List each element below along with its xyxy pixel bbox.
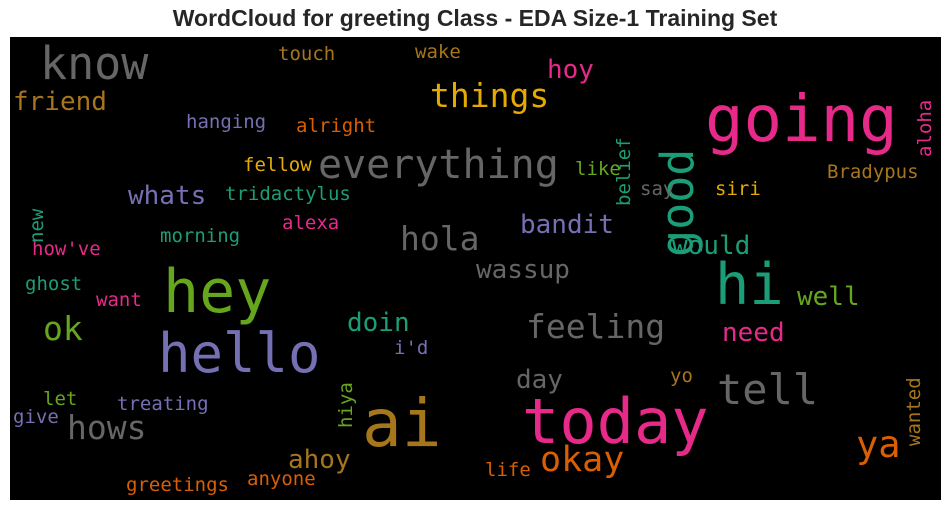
word-feeling: feeling (526, 307, 666, 346)
word-fellow: fellow (243, 154, 312, 176)
word-cloud: know going good things hoy touch wake fr… (10, 37, 941, 500)
word-today: today (522, 385, 709, 458)
word-ahoy: ahoy (288, 445, 351, 475)
word-wanted: wanted (903, 377, 925, 446)
word-hoy: hoy (547, 55, 594, 85)
word-okay: okay (540, 440, 625, 480)
word-tell: tell (717, 365, 819, 414)
word-need: need (722, 318, 785, 348)
word-say: say (640, 178, 675, 200)
word-yo: yo (670, 365, 693, 387)
word-wake: wake (415, 41, 461, 63)
word-id: i'd (394, 337, 429, 359)
word-aloha: aloha (914, 99, 936, 157)
word-would: would (672, 231, 751, 261)
word-doin: doin (347, 308, 410, 338)
word-ai: ai (362, 385, 442, 462)
word-well: well (797, 282, 860, 312)
word-bandit: bandit (520, 210, 614, 240)
word-hows: hows (67, 408, 147, 447)
word-give: give (13, 406, 59, 428)
word-tridactylus: tridactylus (225, 183, 351, 205)
word-ok: ok (43, 309, 83, 348)
word-howve: how've (32, 238, 101, 260)
word-like: like (575, 158, 621, 180)
word-alright: alright (296, 115, 377, 137)
word-hiya: hiya (335, 382, 357, 428)
word-touch: touch (278, 43, 336, 65)
word-treating: treating (117, 393, 209, 415)
word-going: going (705, 83, 898, 157)
word-anyone: anyone (247, 468, 316, 490)
word-friend: friend (13, 87, 107, 117)
word-greetings: greetings (126, 474, 229, 496)
word-things: things (430, 76, 550, 115)
word-hola: hola (400, 219, 480, 258)
word-morning: morning (160, 225, 241, 247)
word-alexa: alexa (282, 212, 340, 234)
word-everything: everything (318, 142, 559, 188)
word-know: know (40, 37, 149, 90)
word-wassup: wassup (476, 255, 570, 285)
word-life: life (485, 459, 531, 481)
word-let: let (43, 388, 78, 410)
word-ghost: ghost (25, 273, 83, 295)
chart-title: WordCloud for greeting Class - EDA Size-… (172, 5, 778, 31)
word-want: want (96, 289, 142, 311)
word-whats: whats (128, 181, 207, 211)
word-hi: hi (715, 252, 784, 318)
word-ya: ya (856, 423, 901, 466)
word-hanging: hanging (186, 111, 267, 133)
word-siri: siri (715, 178, 761, 200)
word-bradypus: Bradypus (827, 161, 919, 183)
word-day: day (516, 365, 563, 395)
word-hey: hey (163, 257, 272, 327)
word-hello: hello (158, 322, 321, 385)
